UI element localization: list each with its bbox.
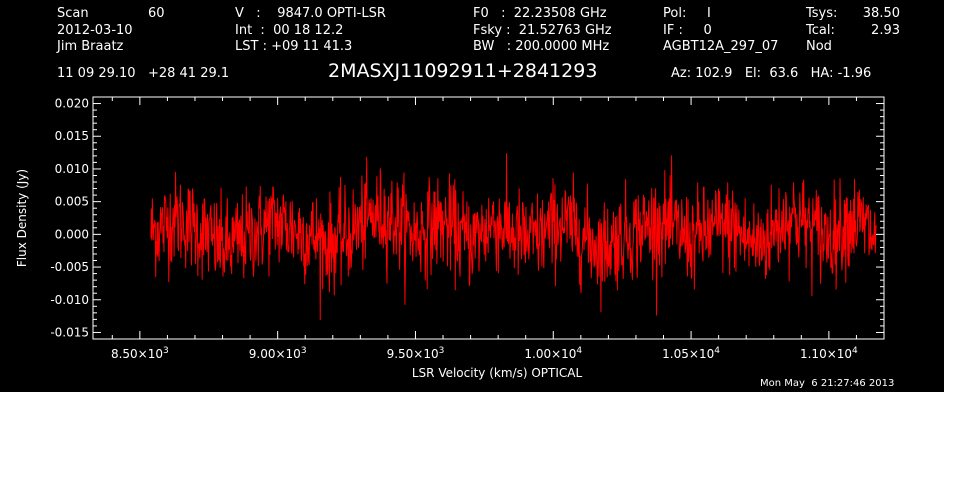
- spectrum-panel: Scan 60 2012-03-10 Jim Braatz V : 9847.0…: [0, 0, 944, 392]
- x-tick-label-3: 1.00×104: [524, 346, 582, 361]
- plot-frame: [92, 96, 885, 340]
- tsys-value: 38.50: [862, 6, 900, 21]
- trace-layer: [150, 153, 877, 321]
- x-axis-title: LSR Velocity (km/s) OPTICAL: [412, 366, 583, 380]
- x-tick-label-0: 8.50×103: [111, 346, 169, 361]
- observer-name: Jim Braatz: [57, 39, 124, 54]
- x-tick-label-2: 9.50×103: [387, 346, 445, 361]
- plot-timestamp: Mon May 6 21:27:46 2013: [760, 378, 895, 389]
- obs-date: 2012-03-10: [57, 23, 133, 38]
- y-tick-label-1: 0.015: [55, 129, 89, 143]
- y-tick-label-0: 0.020: [55, 97, 89, 111]
- y-tick-label-6: -0.010: [50, 293, 89, 307]
- spectrum-trace-0: [150, 153, 877, 321]
- y-tick-label-2: 0.010: [55, 162, 89, 176]
- scan-number: 60: [148, 6, 165, 21]
- spectrum-plot: 8.50×103 9.00×103 9.50×103 1.00×104 1.05×104…: [15, 96, 885, 380]
- y-tick-label-7: -0.015: [50, 325, 89, 339]
- if-line: IF : 0: [663, 23, 712, 38]
- rest-frequency-line: F0 : 22.23508 GHz: [473, 6, 607, 21]
- x-tick-label-1: 9.00×103: [249, 346, 307, 361]
- az-el-ha: Az: 102.9 El: 63.6 HA: -1.96: [671, 66, 872, 81]
- x-tick-label-5: 1.10×104: [800, 346, 858, 361]
- sky-frequency-line: Fsky : 21.52763 GHz: [473, 23, 612, 38]
- bandwidth-line: BW : 200.0000 MHz: [473, 39, 610, 54]
- tick-layer: [93, 96, 884, 340]
- tsys-label: Tsys:: [806, 6, 838, 21]
- lst-line: LST : +09 11 41.3: [235, 39, 353, 54]
- tcal-label: Tcal:: [806, 23, 835, 38]
- y-axis-title: Flux Density (Jy): [15, 169, 29, 267]
- obs-mode: Nod: [806, 39, 832, 54]
- velocity-line: V : 9847.0 OPTI-LSR: [235, 6, 386, 21]
- integration-line: Int : 00 18 12.2: [235, 23, 344, 38]
- y-tick-label-4: 0.000: [55, 227, 89, 241]
- y-tick-label-3: 0.005: [55, 195, 89, 209]
- polarization-line: Pol: I: [663, 6, 711, 21]
- x-tick-label-4: 1.05×104: [662, 346, 720, 361]
- scan-label: Scan: [57, 6, 89, 21]
- source-coordinates: 11 09 29.10 +28 41 29.1: [57, 66, 230, 81]
- label-layer: 8.50×103 9.00×103 9.50×103 1.00×104 1.05×104…: [50, 97, 858, 361]
- source-name: 2MASXJ11092911+2841293: [328, 60, 598, 82]
- tcal-value: 2.93: [871, 23, 900, 38]
- project-id: AGBT12A_297_07: [663, 39, 779, 54]
- y-tick-label-5: -0.005: [50, 260, 89, 274]
